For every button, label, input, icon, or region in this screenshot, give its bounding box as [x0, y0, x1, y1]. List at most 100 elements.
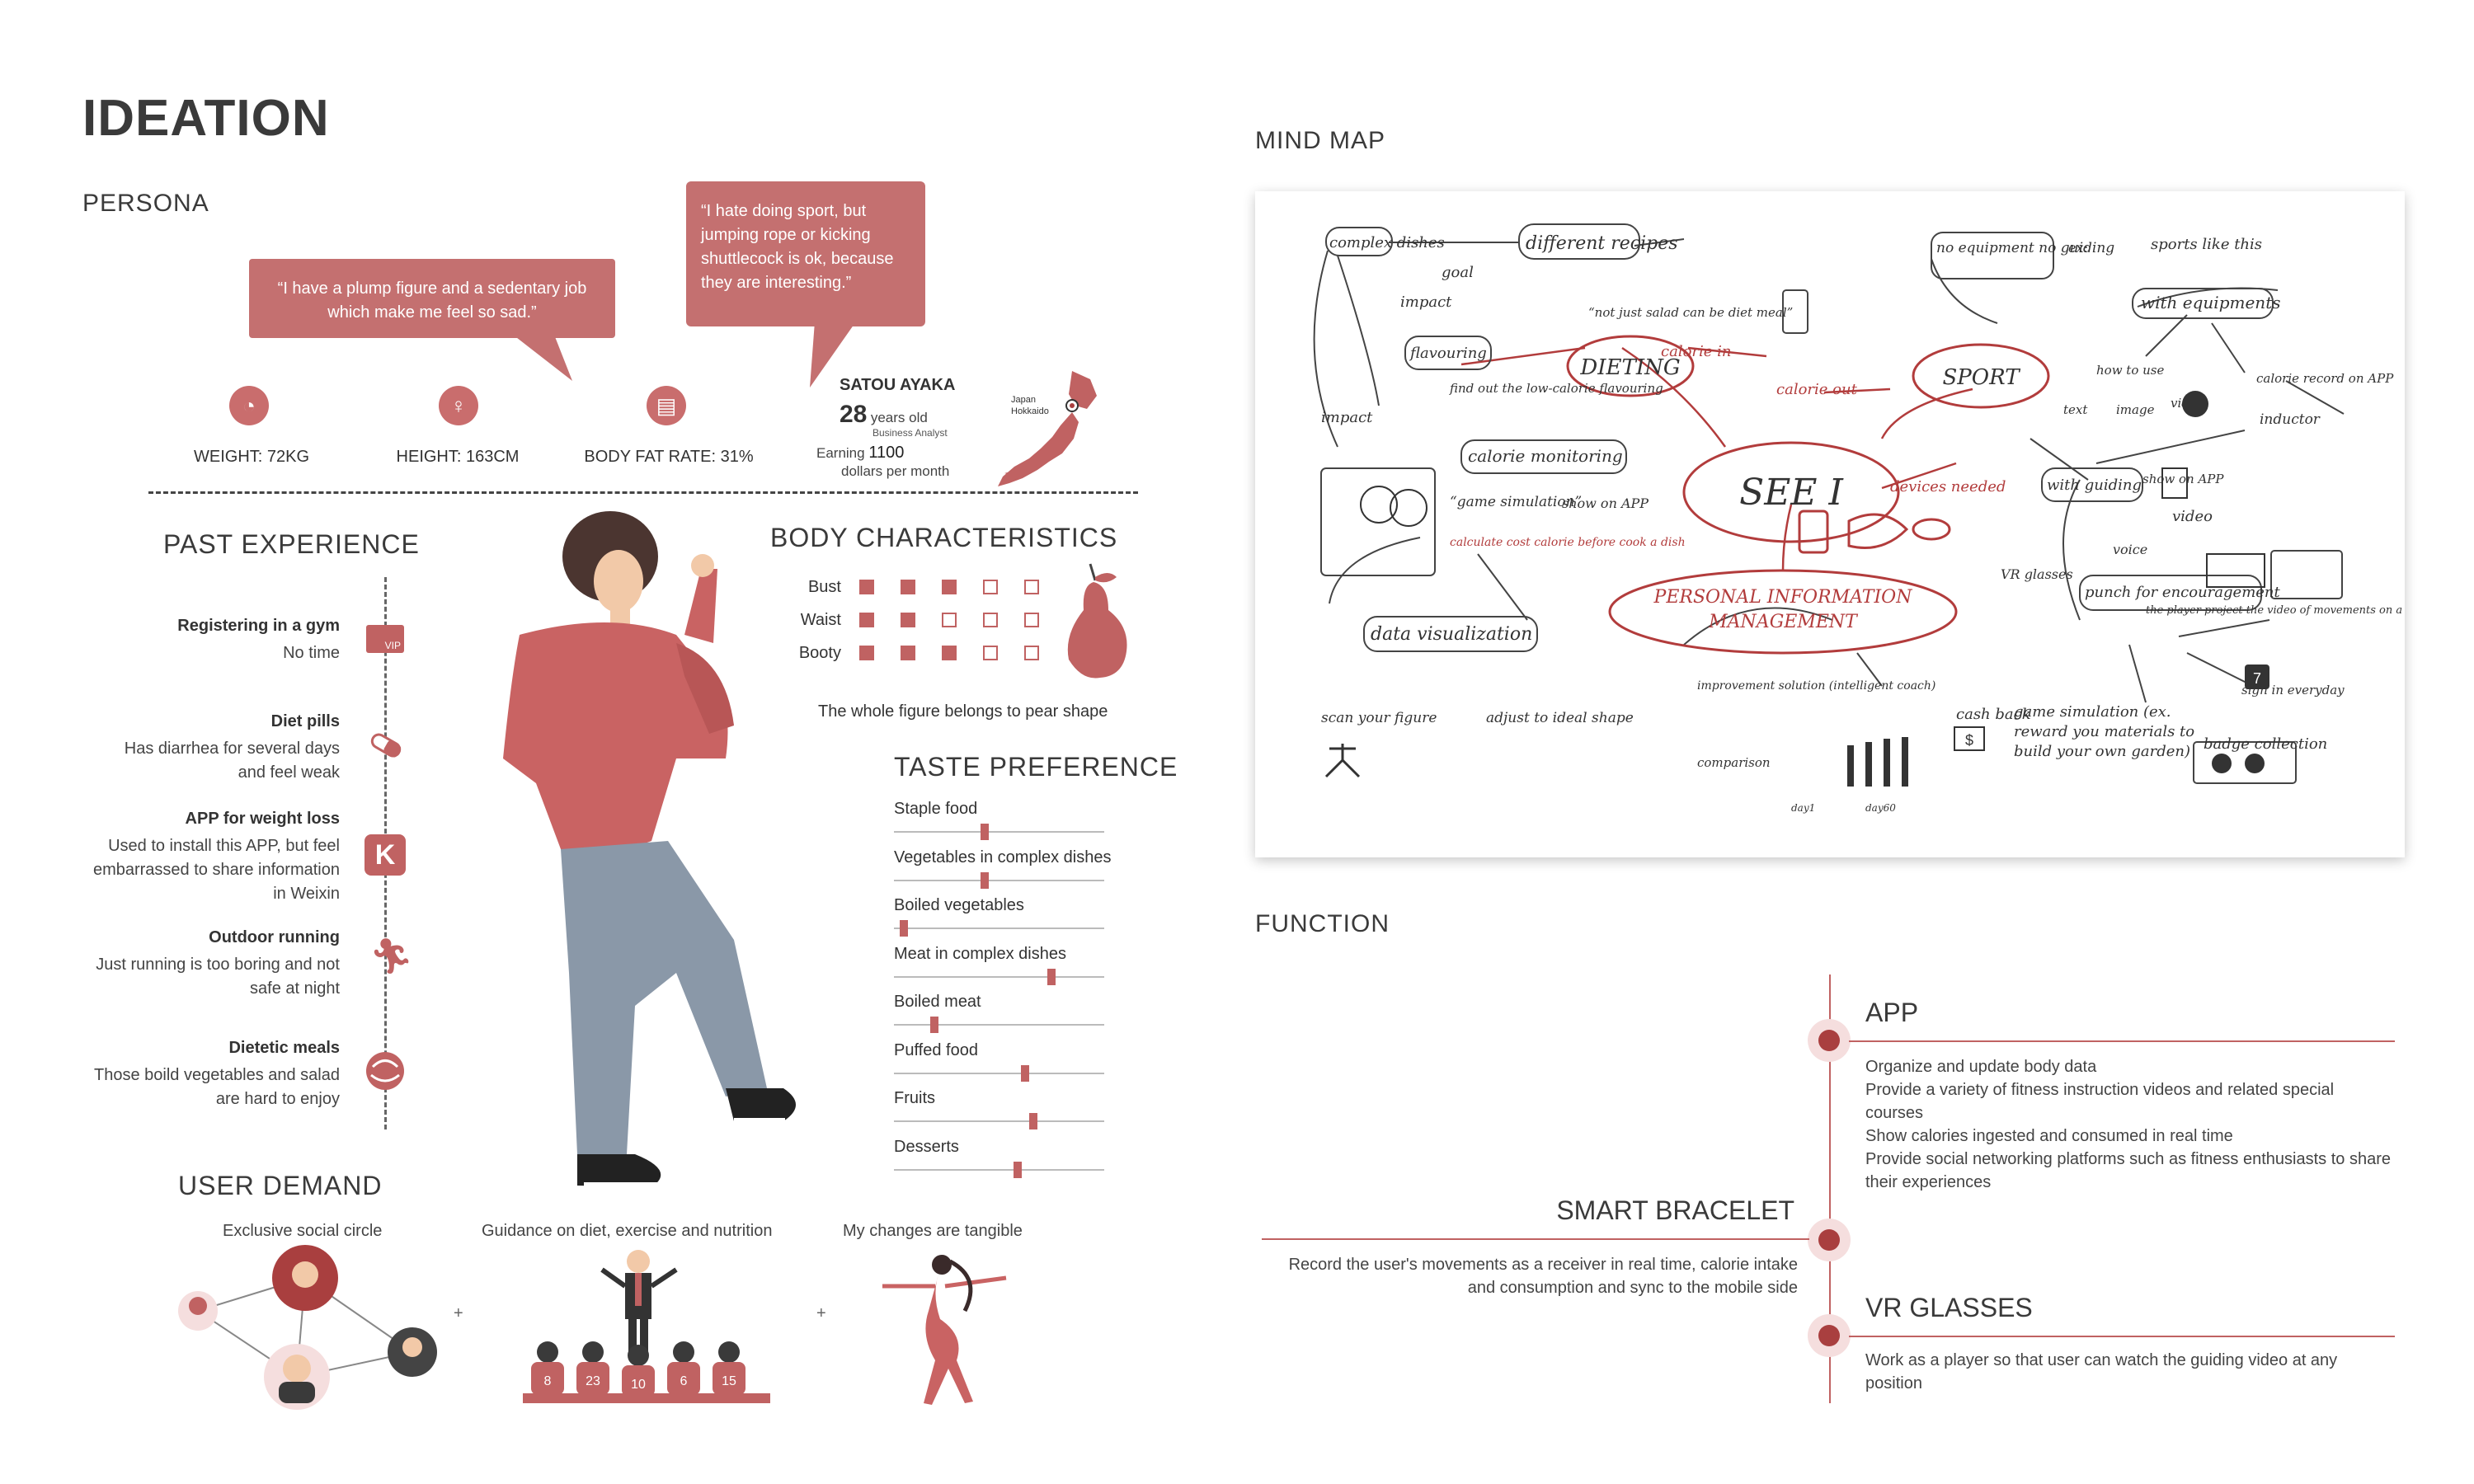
exp-meals-title: Dietetic meals: [228, 1039, 340, 1057]
exp-running-title: Outdoor running: [209, 928, 340, 946]
plus-sign-1: +: [454, 1304, 463, 1322]
demand-changes-label: My changes are tangible: [843, 1222, 1023, 1240]
taste-knob: [900, 920, 908, 937]
taste-track: [894, 879, 1104, 881]
app-description: Organize and update body data Provide a …: [1865, 1055, 2393, 1194]
page-title: IDEATION: [82, 90, 330, 147]
taste-track: [894, 928, 1104, 929]
jersey-number: 23: [586, 1374, 600, 1388]
taste-knob: [1021, 1064, 1029, 1082]
level-square: [859, 646, 874, 660]
level-square: [901, 646, 915, 660]
stat-weight: WEIGHT: 72KG: [193, 448, 310, 466]
user-demand-heading: USER DEMAND: [178, 1171, 383, 1200]
sketch-calculate: calculate cost calorie before cook a dis…: [1450, 536, 1686, 549]
persona-earning: Earning 1100: [816, 444, 904, 463]
runner-icon: 🏃︎: [369, 937, 414, 975]
taste-label: Fruits: [894, 1089, 935, 1107]
app-dot-icon: [1808, 1019, 1851, 1062]
taste-track: [894, 1168, 1104, 1171]
function-timeline: [1829, 974, 1831, 1403]
sketch-different-recipes: different recipes: [1526, 233, 1678, 254]
body-fat-icon: ▤: [647, 386, 686, 425]
person-height-icon: ♀: [439, 386, 478, 425]
stat-height: HEIGHT: 163CM: [396, 448, 520, 466]
sketch-calorie-in: calorie in: [1661, 343, 1732, 360]
persona-age: 28 years old: [840, 401, 928, 429]
sketch-show-on-app-1: show on APP: [1562, 495, 1649, 511]
map-labels: Japan Hokkaido: [1011, 394, 1049, 417]
taste-knob: [981, 824, 989, 840]
pill-icon: [370, 733, 402, 758]
vr-sketch: [1847, 513, 1909, 549]
play-icon: [2182, 391, 2208, 417]
exp-running-text: Just running is too boring and not safe …: [96, 956, 340, 998]
map-label-country: Japan: [1011, 395, 1036, 405]
level-square: [859, 580, 874, 594]
phone-sketch: [1798, 510, 1829, 554]
body-char-caption: The whole figure belongs to pear shape: [818, 702, 1108, 721]
sketch-show-on-app-2: show on APP: [2142, 472, 2224, 486]
quote-bubble-1: “I have a plump figure and a sedentary j…: [249, 259, 615, 381]
body-row-waist: Waist: [770, 603, 1039, 636]
vr-dot-icon: [1808, 1314, 1851, 1357]
sketch-inductor: inductor: [2260, 411, 2321, 428]
bracelet-line: [1262, 1238, 1809, 1240]
stat-weight-icon-wrap: ◔: [229, 386, 269, 425]
level-square: [901, 613, 915, 627]
body-row-label: Bust: [807, 577, 841, 596]
body-char-rows: Bust Waist Booty: [770, 571, 1039, 669]
phone-app-icon: [2161, 467, 2188, 499]
sketch-impact-1: impact: [1400, 294, 1452, 311]
pear-icon: [1067, 563, 1127, 679]
keep-app-icon: K: [365, 834, 406, 876]
sketch-adjust: adjust to ideal shape: [1486, 710, 1634, 726]
level-square: [983, 580, 998, 594]
plate-icon: [1390, 489, 1427, 527]
scan-figure-icon: [1324, 744, 1361, 778]
calendar-icon: [2245, 665, 2269, 689]
sketch-badge: badge collection: [2204, 735, 2327, 753]
mind-map-center: SEE I: [1739, 472, 1844, 514]
sketch-no-equipment: no equipment no guiding: [1936, 240, 2114, 256]
quote-2-text: “I hate doing sport, but jumping rope or…: [686, 181, 925, 326]
sketch-game-sim-2-wrap: game simulation (ex. reward you material…: [2014, 703, 2195, 760]
persona-age-number: 28: [840, 401, 868, 428]
sketch-player-project: the player project the video of movement…: [2146, 604, 2405, 617]
sketch-improvement: improvement solution (intelligent coach): [1697, 679, 1935, 693]
jersey-number: 10: [631, 1378, 646, 1392]
sketch-how-to-use: how to use: [2096, 363, 2164, 378]
earning-value: 1100: [868, 444, 905, 462]
dollar-sign: $: [1965, 732, 1973, 749]
exp-pills-title: Diet pills: [270, 712, 340, 730]
figure-bar: [1884, 739, 1890, 787]
taste-knob: [930, 1017, 938, 1033]
taste-knob: [1014, 1161, 1022, 1178]
bracelet-sketch: [1912, 518, 1951, 541]
quote-1-tail: [513, 335, 572, 381]
vip-card-icon: VIP: [366, 625, 404, 653]
taste-knob: [1047, 968, 1056, 985]
app-title: APP: [1865, 998, 1919, 1027]
app-line: [1849, 1040, 2395, 1042]
figure-bar: [1902, 737, 1908, 787]
sketch-game-sim-2: game simulation (ex. reward you material…: [2014, 703, 2195, 760]
body-row-label: Booty: [798, 643, 841, 662]
app-line-1: Organize and update body data: [1865, 1058, 2097, 1076]
badge-icon-2: [2245, 754, 2265, 773]
taste-item: Boiled vegetables: [894, 896, 1112, 945]
stat-bodyfat-icon-wrap: ▤: [647, 386, 686, 425]
taste-item: Boiled meat: [894, 993, 1112, 1041]
mind-map-card: SEE I DIETING SPORT PERSONAL INFORMATION…: [1255, 191, 2428, 857]
vr-line: [1849, 1336, 2395, 1337]
node-sport: SPORT: [1942, 365, 2020, 390]
stat-body-fat: BODY FAT RATE: 31%: [584, 448, 754, 466]
sketch-ex: ex:: [2068, 240, 2088, 256]
sketch-game-simulation: “game simulation”: [1450, 494, 1582, 510]
sketch-not-just-salad: “not just salad can be diet meal”: [1588, 305, 1793, 320]
level-square: [983, 646, 998, 660]
taste-track: [894, 831, 1104, 833]
body-row-bust: Bust: [770, 571, 1039, 603]
salad-icon: [366, 1052, 404, 1090]
bracelet-dot-icon: [1808, 1219, 1851, 1261]
